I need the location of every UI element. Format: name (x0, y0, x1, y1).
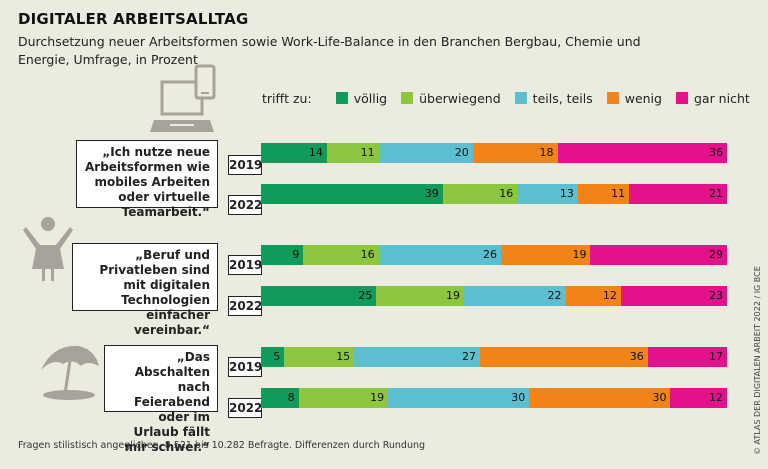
legend: trifft zu: völlig überwiegend teils, teils… (262, 90, 764, 106)
bar-segment: 23 (620, 286, 727, 306)
bar-segment: 20 (378, 143, 473, 163)
year-label: 2022 (228, 398, 262, 418)
year-label: 2019 (228, 357, 262, 377)
bar-segment: 16 (442, 184, 518, 204)
legend-item: gar nicht (675, 90, 750, 106)
data-label: 30 (511, 391, 526, 404)
data-label: 17 (708, 350, 723, 363)
bar-abschalten-2019: 5 15 27 36 17 (261, 347, 727, 367)
data-label: 12 (708, 391, 723, 404)
year-label: 2022 (228, 195, 262, 215)
legend-item: überwiegend (401, 91, 501, 106)
data-label: 29 (708, 248, 723, 261)
year-label: 2022 (228, 296, 262, 316)
data-label: 15 (336, 350, 351, 363)
child-icon (23, 217, 73, 281)
legend-label: völlig (353, 90, 388, 106)
bar-segment: 36 (557, 143, 727, 163)
bar-segment: 22 (464, 286, 566, 306)
data-label: 13 (559, 187, 574, 200)
bar-segment: 9 (261, 245, 304, 265)
legend-item: wenig (606, 90, 662, 106)
year-label: 2019 (228, 155, 262, 175)
bar-segment: 11 (326, 143, 379, 163)
data-label: 21 (708, 187, 723, 200)
data-label: 36 (708, 146, 723, 159)
year-label: 2019 (228, 255, 262, 275)
bar-segment: 25 (261, 286, 377, 306)
legend-label: überwiegend (419, 90, 501, 106)
legend-swatch (675, 92, 688, 104)
data-label: 14 (308, 146, 323, 159)
bar-privatleben-2022: 25 19 22 12 23 (261, 286, 727, 306)
data-label: 26 (483, 248, 498, 261)
bar-segment: 13 (517, 184, 578, 204)
bar-segment: 12 (670, 388, 727, 408)
bar-segment: 18 (472, 143, 558, 163)
bar-segment: 12 (565, 286, 621, 306)
legend-item: völlig (335, 90, 388, 106)
bar-privatleben-2019: 9 16 26 19 29 (261, 245, 727, 265)
bar-segment: 15 (284, 347, 355, 367)
legend-prefix: trifft zu: (262, 90, 312, 106)
bar-segment: 36 (480, 347, 648, 367)
data-label: 30 (652, 391, 667, 404)
data-label: 22 (547, 289, 562, 302)
bar-segment: 30 (388, 388, 530, 408)
data-label: 25 (358, 289, 373, 302)
data-label: 27 (462, 350, 476, 363)
bar-segment: 14 (261, 143, 327, 163)
bar-segment: 8 (261, 388, 299, 408)
data-label: 18 (539, 146, 554, 159)
data-label: 23 (708, 289, 723, 302)
data-label: 36 (629, 350, 644, 363)
quote-box-arbeitsformen: „Ich nutze neue Arbeitsformen wie mobile… (76, 140, 218, 219)
bar-segment: 19 (501, 245, 591, 265)
footer-note: Fragen stilistisch angeglichen. 8.521 bi… (18, 440, 426, 451)
data-label: 16 (360, 248, 375, 261)
data-label: 9 (292, 248, 300, 261)
laptop-phone-icon (150, 64, 216, 132)
beach-umbrella-icon (41, 345, 99, 400)
bar-arbeitsformen-2022: 39 16 13 11 21 (261, 184, 727, 204)
data-label: 11 (360, 146, 375, 159)
bar-segment: 17 (647, 347, 727, 367)
bar-segment: 27 (354, 347, 480, 367)
data-label: 19 (370, 391, 385, 404)
legend-swatch (401, 92, 414, 104)
legend-label: gar nicht (693, 90, 750, 106)
data-label: 19 (572, 248, 587, 261)
legend-label: teils, teils (532, 90, 593, 106)
bar-segment: 16 (303, 245, 379, 265)
data-label: 20 (454, 146, 469, 159)
legend-item: teils, teils (514, 90, 593, 106)
legend-swatch (606, 92, 619, 104)
bar-segment: 29 (590, 245, 727, 265)
bar-segment: 11 (577, 184, 630, 204)
bar-segment: 19 (376, 286, 464, 306)
bar-segment: 30 (529, 388, 671, 408)
chart-title: DIGITALER ARBEITSALLTAG (18, 10, 249, 28)
data-label: 39 (424, 187, 439, 200)
chart-subtitle: Durchsetzung neuer Arbeitsformen sowie W… (18, 34, 641, 67)
legend-swatch (335, 92, 348, 104)
data-label: 12 (602, 289, 617, 302)
bar-segment: 5 (261, 347, 285, 367)
quote-box-abschalten: „Das Abschalten nach Feierabend oder im … (104, 345, 218, 454)
data-label: 5 (273, 350, 281, 363)
bar-abschalten-2022: 8 19 30 30 12 (261, 388, 727, 408)
data-label: 19 (446, 289, 460, 302)
bar-arbeitsformen-2019: 14 11 20 18 36 (261, 143, 727, 163)
legend-label: wenig (624, 90, 662, 106)
source-credit: © ATLAS DER DIGITALEN ARBEIT 2022 / IG B… (753, 266, 762, 455)
data-label: 11 (611, 187, 626, 200)
data-label: 8 (287, 391, 295, 404)
bar-segment: 21 (629, 184, 727, 204)
legend-swatch (514, 92, 527, 104)
data-label: 16 (499, 187, 514, 200)
quote-box-privatleben: „Beruf und Privatleben sind mit digitale… (72, 243, 218, 337)
bar-segment: 39 (261, 184, 443, 204)
bar-segment: 19 (298, 388, 389, 408)
bar-segment: 26 (378, 245, 502, 265)
